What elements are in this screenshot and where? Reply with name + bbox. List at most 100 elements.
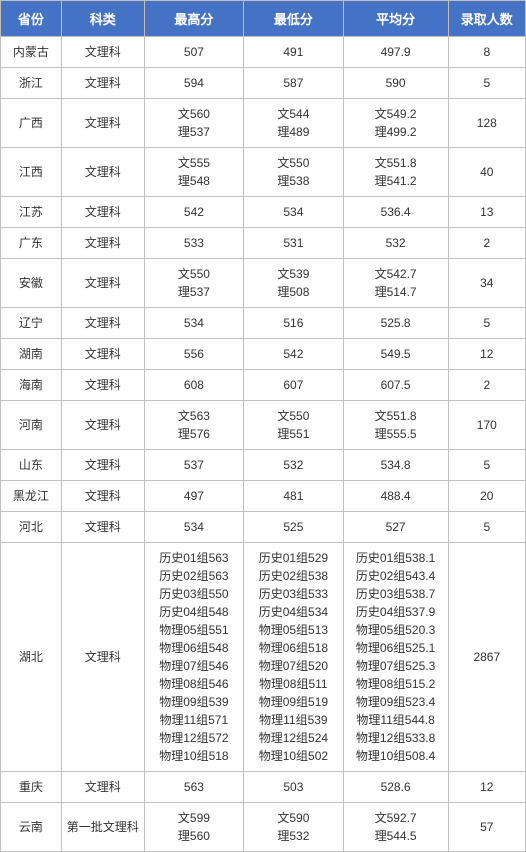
cell-min: 587 bbox=[244, 68, 343, 99]
cell-province: 广东 bbox=[1, 228, 62, 259]
cell-max: 608 bbox=[144, 370, 243, 401]
cell-province: 河南 bbox=[1, 401, 62, 450]
cell-avg: 536.4 bbox=[343, 197, 448, 228]
cell-max: 文563 理576 bbox=[144, 401, 243, 450]
cell-avg: 590 bbox=[343, 68, 448, 99]
col-count: 录取人数 bbox=[448, 1, 525, 37]
cell-avg: 528.6 bbox=[343, 772, 448, 803]
table-row: 河南文理科文563 理576文550 理551文551.8 理555.5170 bbox=[1, 401, 526, 450]
table-row: 黑龙江文理科497481488.420 bbox=[1, 481, 526, 512]
cell-category: 文理科 bbox=[61, 259, 144, 308]
cell-count: 57 bbox=[448, 803, 525, 852]
cell-avg: 532 bbox=[343, 228, 448, 259]
table-row: 广西文理科文560 理537文544 理489文549.2 理499.2128 bbox=[1, 99, 526, 148]
cell-min: 607 bbox=[244, 370, 343, 401]
table-row: 云南第一批文理科文599 理560文590 理532文592.7 理544.55… bbox=[1, 803, 526, 852]
cell-min: 534 bbox=[244, 197, 343, 228]
cell-category: 文理科 bbox=[61, 37, 144, 68]
cell-max: 594 bbox=[144, 68, 243, 99]
cell-category: 文理科 bbox=[61, 772, 144, 803]
cell-province: 湖南 bbox=[1, 339, 62, 370]
table-row: 重庆文理科563503528.612 bbox=[1, 772, 526, 803]
cell-category: 文理科 bbox=[61, 401, 144, 450]
cell-min: 531 bbox=[244, 228, 343, 259]
cell-max: 文599 理560 bbox=[144, 803, 243, 852]
cell-avg: 527 bbox=[343, 512, 448, 543]
cell-province: 安徽 bbox=[1, 259, 62, 308]
cell-max: 文550 理537 bbox=[144, 259, 243, 308]
cell-count: 2867 bbox=[448, 543, 525, 772]
cell-count: 40 bbox=[448, 148, 525, 197]
cell-min: 文550 理551 bbox=[244, 401, 343, 450]
cell-category: 文理科 bbox=[61, 148, 144, 197]
cell-min: 542 bbox=[244, 339, 343, 370]
col-province: 省份 bbox=[1, 1, 62, 37]
cell-min: 516 bbox=[244, 308, 343, 339]
cell-province: 辽宁 bbox=[1, 308, 62, 339]
cell-province: 湖北 bbox=[1, 543, 62, 772]
cell-count: 12 bbox=[448, 772, 525, 803]
cell-min: 文550 理538 bbox=[244, 148, 343, 197]
table-body: 内蒙古文理科507491497.98浙江文理科5945875905广西文理科文5… bbox=[1, 37, 526, 852]
cell-province: 广西 bbox=[1, 99, 62, 148]
cell-max: 507 bbox=[144, 37, 243, 68]
table-row: 山东文理科537532534.85 bbox=[1, 450, 526, 481]
cell-province: 江苏 bbox=[1, 197, 62, 228]
cell-count: 12 bbox=[448, 339, 525, 370]
table-row: 湖北文理科历史01组563 历史02组563 历史03组550 历史04组548… bbox=[1, 543, 526, 772]
cell-avg: 497.9 bbox=[343, 37, 448, 68]
cell-min: 525 bbox=[244, 512, 343, 543]
cell-max: 534 bbox=[144, 308, 243, 339]
table-row: 内蒙古文理科507491497.98 bbox=[1, 37, 526, 68]
header-row: 省份 科类 最高分 最低分 平均分 录取人数 bbox=[1, 1, 526, 37]
table-row: 江苏文理科542534536.413 bbox=[1, 197, 526, 228]
cell-category: 文理科 bbox=[61, 68, 144, 99]
table-row: 安徽文理科文550 理537文539 理508文542.7 理514.734 bbox=[1, 259, 526, 308]
cell-count: 20 bbox=[448, 481, 525, 512]
cell-count: 34 bbox=[448, 259, 525, 308]
cell-min: 文590 理532 bbox=[244, 803, 343, 852]
cell-min: 历史01组529 历史02组538 历史03组533 历史04组534 物理05… bbox=[244, 543, 343, 772]
cell-max: 542 bbox=[144, 197, 243, 228]
cell-min: 481 bbox=[244, 481, 343, 512]
cell-avg: 488.4 bbox=[343, 481, 448, 512]
table-row: 湖南文理科556542549.512 bbox=[1, 339, 526, 370]
cell-avg: 文549.2 理499.2 bbox=[343, 99, 448, 148]
table-row: 浙江文理科5945875905 bbox=[1, 68, 526, 99]
cell-category: 文理科 bbox=[61, 512, 144, 543]
table-row: 河北文理科5345255275 bbox=[1, 512, 526, 543]
cell-max: 537 bbox=[144, 450, 243, 481]
cell-category: 第一批文理科 bbox=[61, 803, 144, 852]
cell-count: 170 bbox=[448, 401, 525, 450]
cell-province: 浙江 bbox=[1, 68, 62, 99]
cell-min: 532 bbox=[244, 450, 343, 481]
cell-count: 2 bbox=[448, 228, 525, 259]
cell-count: 2 bbox=[448, 370, 525, 401]
cell-max: 533 bbox=[144, 228, 243, 259]
cell-max: 文560 理537 bbox=[144, 99, 243, 148]
cell-min: 491 bbox=[244, 37, 343, 68]
cell-avg: 文551.8 理555.5 bbox=[343, 401, 448, 450]
cell-province: 海南 bbox=[1, 370, 62, 401]
cell-count: 5 bbox=[448, 308, 525, 339]
cell-min: 文539 理508 bbox=[244, 259, 343, 308]
cell-category: 文理科 bbox=[61, 543, 144, 772]
cell-max: 534 bbox=[144, 512, 243, 543]
cell-avg: 文551.8 理541.2 bbox=[343, 148, 448, 197]
table-row: 广东文理科5335315322 bbox=[1, 228, 526, 259]
cell-category: 文理科 bbox=[61, 370, 144, 401]
cell-category: 文理科 bbox=[61, 197, 144, 228]
cell-avg: 文542.7 理514.7 bbox=[343, 259, 448, 308]
col-max: 最高分 bbox=[144, 1, 243, 37]
cell-max: 563 bbox=[144, 772, 243, 803]
cell-min: 文544 理489 bbox=[244, 99, 343, 148]
cell-avg: 534.8 bbox=[343, 450, 448, 481]
col-avg: 平均分 bbox=[343, 1, 448, 37]
cell-province: 河北 bbox=[1, 512, 62, 543]
col-category: 科类 bbox=[61, 1, 144, 37]
table-row: 江西文理科文555 理548文550 理538文551.8 理541.240 bbox=[1, 148, 526, 197]
cell-category: 文理科 bbox=[61, 481, 144, 512]
cell-count: 5 bbox=[448, 450, 525, 481]
col-min: 最低分 bbox=[244, 1, 343, 37]
cell-province: 内蒙古 bbox=[1, 37, 62, 68]
